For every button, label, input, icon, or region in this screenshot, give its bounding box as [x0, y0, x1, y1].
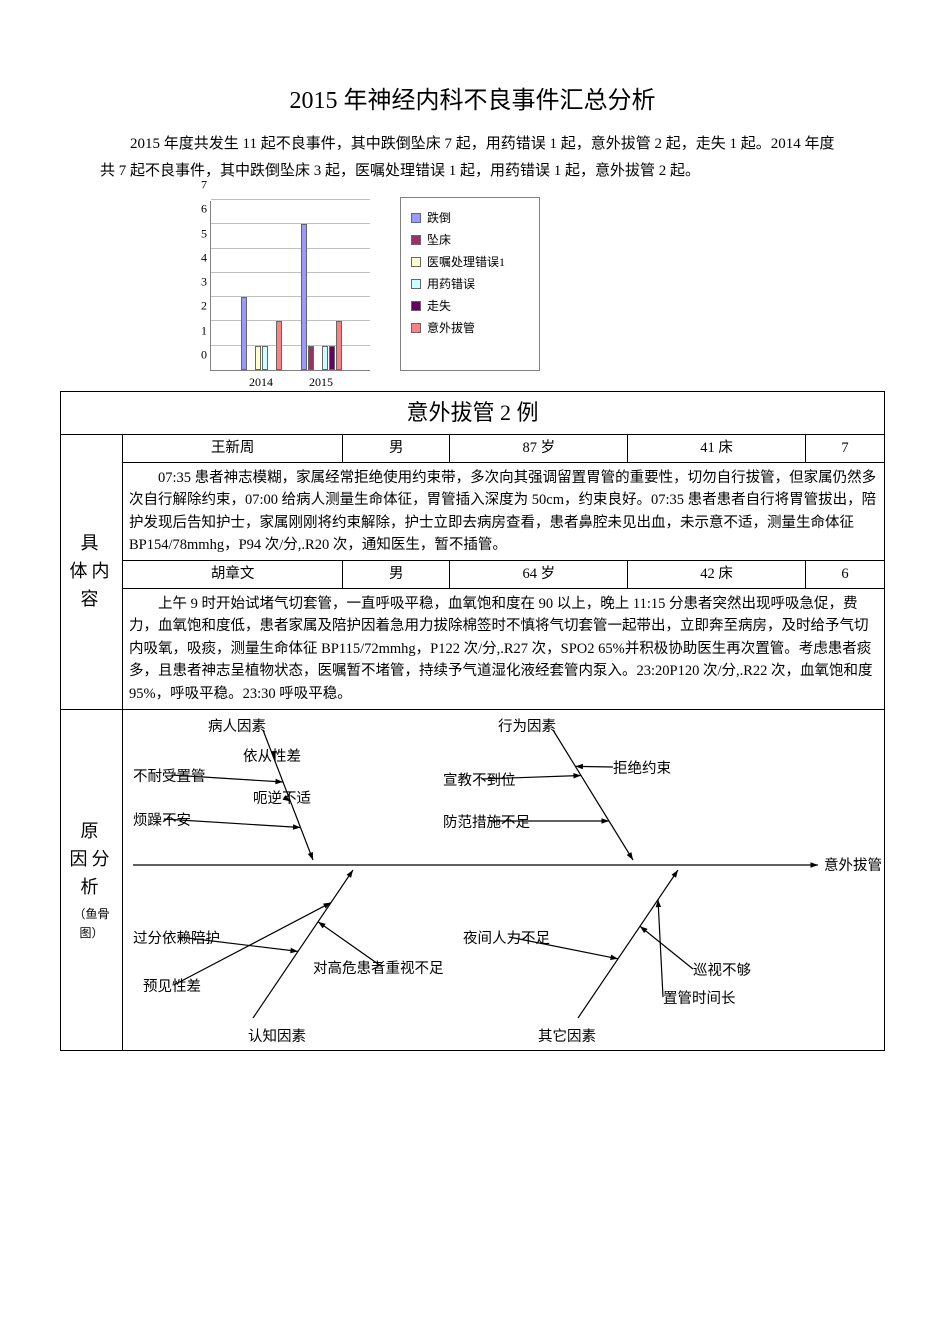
case1-desc: 07:35 患者神志模糊，家属经常拒绝使用约束带，多次向其强调留置胃管的重要性，… — [123, 462, 885, 561]
rowhead-detail: 具 体内 容 — [61, 435, 123, 710]
case1-name: 王新周 — [123, 435, 343, 462]
case2-sex: 男 — [343, 561, 450, 588]
fishbone-label: 预见性差 — [143, 976, 201, 998]
chart-bar — [336, 321, 342, 370]
cases-table: 意外拔管 2 例 具 体内 容 王新周 男 87 岁 41 床 7 07:35 … — [60, 391, 885, 1051]
rowhead-cause: 原 因分 析 （鱼骨图） — [61, 710, 123, 1051]
chart-bar — [262, 346, 268, 370]
fishbone-label: 拒绝约束 — [613, 758, 671, 780]
fishbone-label: 置管时间长 — [663, 988, 736, 1010]
fishbone-label: 病人因素 — [208, 716, 266, 738]
chart-bar — [241, 297, 247, 370]
legend-item: 医嘱处理错误1 — [411, 253, 529, 270]
chart-bar — [329, 346, 335, 370]
chart-ytick: 7 — [193, 178, 207, 193]
chart-bar — [255, 346, 261, 370]
case1-age: 87 岁 — [450, 435, 628, 462]
page-title: 2015 年神经内科不良事件汇总分析 — [60, 80, 885, 115]
chart-xtick: 2014 — [249, 375, 273, 390]
fishbone-label: 过分依赖陪护 — [133, 928, 220, 950]
legend-item: 意外拔管 — [411, 319, 529, 336]
chart-ytick: 1 — [193, 323, 207, 338]
fishbone-label: 烦躁不安 — [133, 810, 191, 832]
fishbone-label: 呃逆不适 — [253, 788, 311, 810]
chart-ytick: 0 — [193, 348, 207, 363]
fishbone-diagram: 意外拔管 病人因素依从性差不耐受置管呃逆不适烦躁不安 行为因素宣教不到位 拒绝约束防范… — [123, 710, 884, 1050]
chart-ytick: 3 — [193, 275, 207, 290]
case2-desc: 上午 9 时开始试堵气切套管，一直呼吸平稳，血氧饱和度在 90 以上，晚上 11… — [123, 588, 885, 709]
rowhead-cause-txt: 原 因分 析 — [70, 821, 114, 897]
legend-item: 跌倒 — [411, 209, 529, 226]
fishbone-label: 认知因素 — [248, 1026, 306, 1048]
legend-item: 用药错误 — [411, 275, 529, 292]
chart-legend: 跌倒坠床医嘱处理错误1 用药错误走失意外拔管 — [400, 197, 540, 371]
intro-paragraph: 2015 年度共发生 11 起不良事件，其中跌倒坠床 7 起，用药错误 1 起，… — [100, 131, 845, 185]
rowhead-cause-sub: （鱼骨图） — [67, 905, 116, 942]
case2-bed: 42 床 — [628, 561, 806, 588]
section-title: 意外拔管 2 例 — [61, 392, 885, 435]
chart-bar — [301, 224, 307, 370]
fishbone-label: 不耐受置管 — [133, 766, 206, 788]
fishbone-label: 依从性差 — [243, 746, 301, 768]
fishbone-label: 夜间人力不足 — [463, 928, 550, 950]
legend-item: 走失 — [411, 297, 529, 314]
case1-sex: 男 — [343, 435, 450, 462]
chart-ytick: 6 — [193, 202, 207, 217]
fishbone-label: 其它因素 — [538, 1026, 596, 1048]
case1-no: 7 — [806, 435, 885, 462]
legend-item: 坠床 — [411, 231, 529, 248]
fishbone-label: 宣教不到位 — [443, 770, 516, 792]
case2-age: 64 岁 — [450, 561, 628, 588]
case2-no: 6 — [806, 561, 885, 588]
chart-ytick: 5 — [193, 226, 207, 241]
chart-plot-area: 0123456720142015 — [210, 201, 370, 371]
fishbone-label: 行为因素 — [498, 716, 556, 738]
chart-bar — [276, 321, 282, 370]
chart-ytick: 4 — [193, 250, 207, 265]
fishbone-label: 意外拔管 — [824, 855, 882, 877]
case1-bed: 41 床 — [628, 435, 806, 462]
chart-bar — [308, 346, 314, 370]
case2-name: 胡章文 — [123, 561, 343, 588]
chart-ytick: 2 — [193, 299, 207, 314]
chart: 0123456720142015 跌倒坠床医嘱处理错误1 用药错误走失意外拔管 — [210, 197, 885, 371]
fishbone-label: 巡视不够 — [693, 960, 751, 982]
fishbone-label: 防范措施不足 — [443, 812, 530, 834]
chart-bar — [322, 346, 328, 370]
fishbone-label: 对高危患者重视不足 — [313, 958, 444, 980]
chart-xtick: 2015 — [309, 375, 333, 390]
